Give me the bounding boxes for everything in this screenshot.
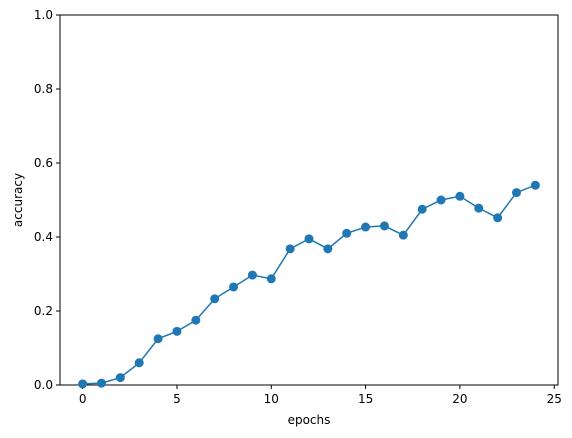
y-axis-label: accuracy [11,173,25,227]
marker [493,213,503,223]
x-tick-label: 20 [452,392,467,406]
marker [210,294,220,304]
y-tick-label: 0.2 [34,304,53,318]
marker [78,379,88,389]
marker [285,244,295,254]
y-tick-label: 0.8 [34,82,53,96]
marker [398,230,408,240]
y-tick-label: 0.0 [34,378,53,392]
marker [474,203,484,213]
y-tick-label: 0.6 [34,156,53,170]
marker [455,191,465,201]
y-tick-label: 0.4 [34,230,53,244]
marker [97,378,106,388]
marker [530,180,540,190]
x-tick-label: 15 [358,392,373,406]
marker [361,222,371,232]
marker [304,234,314,244]
marker [191,315,201,325]
x-tick-label: 10 [264,392,279,406]
marker [379,221,389,231]
marker [436,195,446,205]
marker [417,204,427,214]
marker [323,244,333,254]
line [82,184,536,385]
x-tick-label: 0 [79,392,87,406]
marker [115,373,125,383]
y-tick-label: 1.0 [34,8,53,22]
marker [153,334,163,344]
marker [172,326,182,336]
x-tick-label: 25 [547,392,562,406]
marker [512,188,521,198]
x-tick-label: 5 [173,392,181,406]
marker [229,282,239,292]
marker [247,270,257,280]
marker [266,274,276,284]
marker [134,358,144,368]
x-axis-label: epochs [288,413,331,427]
marker [342,228,352,238]
plot-frame [59,14,559,386]
